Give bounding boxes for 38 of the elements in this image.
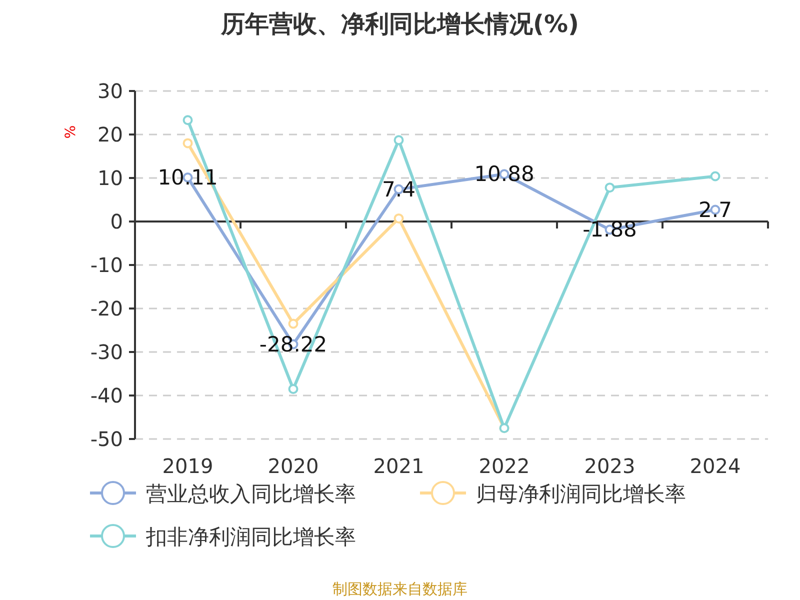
point bbox=[182, 138, 193, 148]
chart-title: 历年营收、净利同比增长情况(%) bbox=[220, 10, 579, 38]
data-label: 10.11 bbox=[158, 166, 218, 190]
legend-label: 扣非净利润同比增长率 bbox=[145, 525, 356, 549]
data-label: 2.7 bbox=[698, 198, 732, 222]
y-tick-label: 0 bbox=[110, 210, 123, 234]
y-tick-label: -10 bbox=[90, 253, 123, 277]
y-tick-label: 20 bbox=[98, 122, 123, 146]
y-tick-label: -30 bbox=[90, 340, 123, 364]
data-label: 7.4 bbox=[382, 177, 416, 202]
x-tick-label: 2024 bbox=[690, 454, 741, 478]
legend-item: 营业总收入同比增长率 bbox=[90, 481, 356, 506]
point bbox=[182, 115, 193, 126]
text: 制图数据来自数据库 bbox=[332, 580, 468, 598]
point bbox=[288, 318, 298, 329]
point bbox=[604, 182, 615, 193]
y-tick-label: -20 bbox=[90, 296, 123, 320]
x-tick-label: 2021 bbox=[373, 454, 424, 478]
y-tick-label: -40 bbox=[90, 384, 123, 408]
legend-item: 归母净利润同比增长率 bbox=[420, 481, 686, 506]
y-tick-label: 30 bbox=[98, 79, 123, 103]
data-label: -28.22 bbox=[259, 332, 328, 356]
x-tick-label: 2020 bbox=[268, 454, 319, 478]
y-tick-label: -50 bbox=[90, 427, 123, 451]
y-axis-title: % bbox=[63, 125, 79, 139]
data-label: 10.88 bbox=[474, 162, 534, 186]
y-tick-label: 10 bbox=[98, 166, 123, 190]
x-tick-label: 2019 bbox=[162, 454, 214, 478]
legend-label: 归母净利润同比增长率 bbox=[476, 482, 686, 506]
point bbox=[394, 213, 404, 224]
point bbox=[394, 135, 404, 146]
point bbox=[288, 384, 298, 394]
point bbox=[710, 171, 720, 182]
legend-label: 营业总收入同比增长率 bbox=[146, 482, 356, 506]
legend-item: 扣非净利润同比增长率 bbox=[90, 524, 356, 549]
data-label: -1.88 bbox=[582, 218, 637, 242]
x-tick-label: 2023 bbox=[584, 454, 636, 478]
x-tick-label: 2022 bbox=[478, 454, 530, 478]
